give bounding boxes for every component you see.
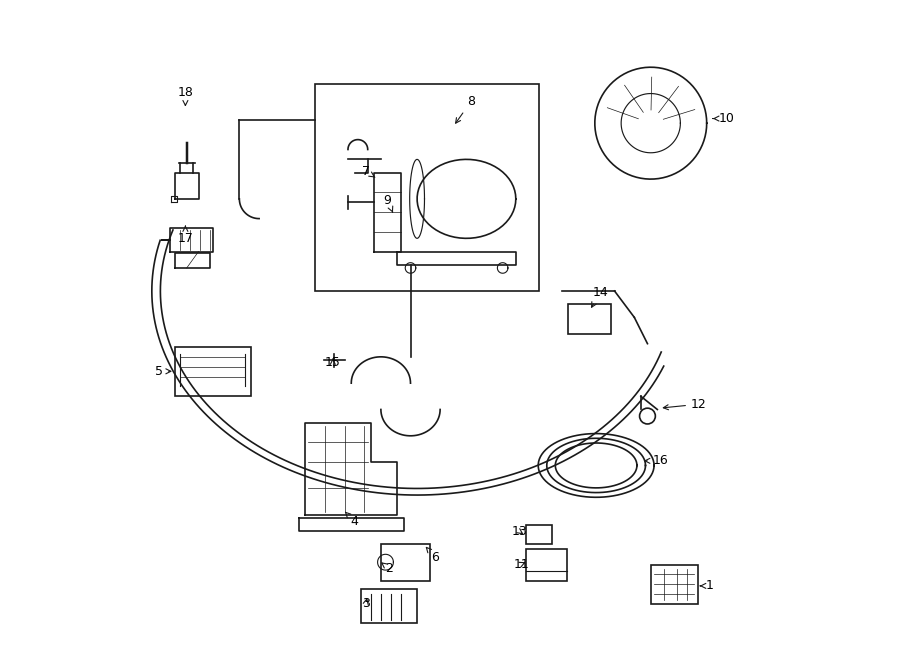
Text: 16: 16: [645, 454, 669, 467]
Text: 6: 6: [427, 547, 439, 564]
Text: 3: 3: [362, 597, 370, 610]
Bar: [381, 545, 430, 580]
Bar: [569, 304, 611, 334]
Text: 15: 15: [325, 356, 341, 369]
Text: 14: 14: [591, 286, 608, 307]
Text: 1: 1: [700, 580, 714, 592]
Text: 2: 2: [382, 563, 393, 575]
Bar: [361, 589, 417, 623]
Bar: [651, 565, 698, 603]
Text: 4: 4: [346, 512, 358, 528]
Text: 18: 18: [177, 86, 194, 106]
Bar: [175, 347, 250, 397]
Text: 10: 10: [713, 112, 734, 125]
Text: 12: 12: [663, 398, 706, 410]
Text: 17: 17: [177, 226, 194, 245]
Bar: [526, 525, 552, 545]
Text: 7: 7: [362, 165, 375, 178]
Bar: [526, 549, 566, 580]
Text: 9: 9: [383, 194, 392, 212]
Text: 13: 13: [511, 525, 527, 538]
Bar: [315, 84, 539, 291]
Text: 5: 5: [155, 365, 171, 378]
Text: 8: 8: [455, 95, 475, 123]
Text: 11: 11: [513, 558, 529, 570]
